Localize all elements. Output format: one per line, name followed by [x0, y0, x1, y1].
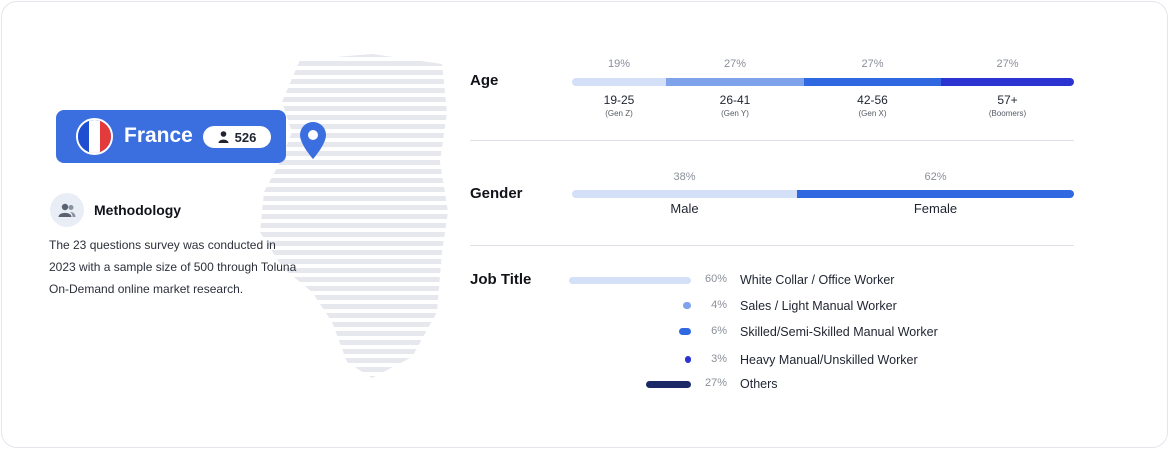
- age-range-label: 57+: [997, 93, 1018, 107]
- job-percent: 3%: [711, 353, 727, 365]
- gender-percent: 62%: [924, 171, 947, 183]
- job-bar: [679, 328, 691, 335]
- methodology-description: The 23 questions survey was conducted in…: [49, 234, 349, 300]
- age-generation-label: (Gen Y): [721, 109, 749, 118]
- section-divider: [470, 245, 1074, 246]
- gender-label: Male: [670, 201, 699, 216]
- gender-label: Female: [913, 201, 958, 216]
- job-label: Sales / Light Manual Worker: [740, 299, 897, 313]
- age-generation-label: (Gen Z): [605, 109, 633, 118]
- age-percent: 27%: [996, 58, 1019, 70]
- sample-count: 526: [234, 129, 257, 145]
- job-label: Others: [740, 377, 778, 391]
- job-percent: 27%: [704, 377, 727, 389]
- job-percent: 60%: [704, 273, 727, 285]
- methodology-title: Methodology: [94, 202, 182, 218]
- job-label: White Collar / Office Worker: [740, 273, 895, 287]
- gender-bar-segment: [572, 190, 797, 198]
- location-pin-icon: [300, 122, 326, 159]
- sample-count-badge: 526: [203, 126, 271, 148]
- job-bar: [683, 302, 691, 309]
- job-percent: 4%: [711, 299, 727, 311]
- age-bar-segment: [572, 78, 666, 86]
- age-generation-label: (Boomers): [988, 109, 1027, 118]
- age-bar-segment: [804, 78, 941, 86]
- users-icon: [50, 193, 84, 227]
- job-bar: [569, 277, 691, 284]
- country-badge: France 526: [56, 110, 286, 163]
- gender-section-title: Gender: [470, 185, 523, 202]
- age-generation-label: (Gen X): [858, 109, 887, 118]
- age-percent: 19%: [607, 58, 631, 70]
- job-label: Heavy Manual/Unskilled Worker: [740, 353, 918, 367]
- gender-bar-segment: [797, 190, 1074, 198]
- job-percent: 6%: [711, 325, 727, 337]
- methodology-line: The 23 questions survey was conducted in: [49, 238, 276, 252]
- age-bar-segment: [941, 78, 1074, 86]
- age-range-label: 19-25: [603, 93, 635, 107]
- country-name: France: [124, 124, 193, 147]
- age-range-label: 42-56: [857, 93, 888, 107]
- age-bar-segment: [666, 78, 804, 86]
- age-section-title: Age: [470, 72, 499, 89]
- job-bar: [685, 356, 691, 363]
- flag-stripe-white: [89, 120, 100, 153]
- gender-percent: 38%: [673, 171, 696, 183]
- person-icon: [218, 131, 229, 143]
- section-divider: [470, 140, 1074, 141]
- job-title-section-title: Job Title: [470, 271, 532, 288]
- flag-stripe-blue: [78, 120, 89, 153]
- world-map-decoration: [260, 54, 448, 378]
- age-range-label: 26-41: [719, 93, 751, 107]
- france-flag-icon: [76, 118, 113, 155]
- methodology-line: 2023 with a sample size of 500 through T…: [49, 260, 297, 274]
- methodology-line: On-Demand online market research.: [49, 282, 244, 296]
- age-percent: 27%: [723, 58, 747, 70]
- flag-stripe-red: [100, 120, 111, 153]
- age-percent: 27%: [861, 58, 884, 70]
- job-bar: [646, 381, 691, 388]
- job-label: Skilled/Semi-Skilled Manual Worker: [740, 325, 938, 339]
